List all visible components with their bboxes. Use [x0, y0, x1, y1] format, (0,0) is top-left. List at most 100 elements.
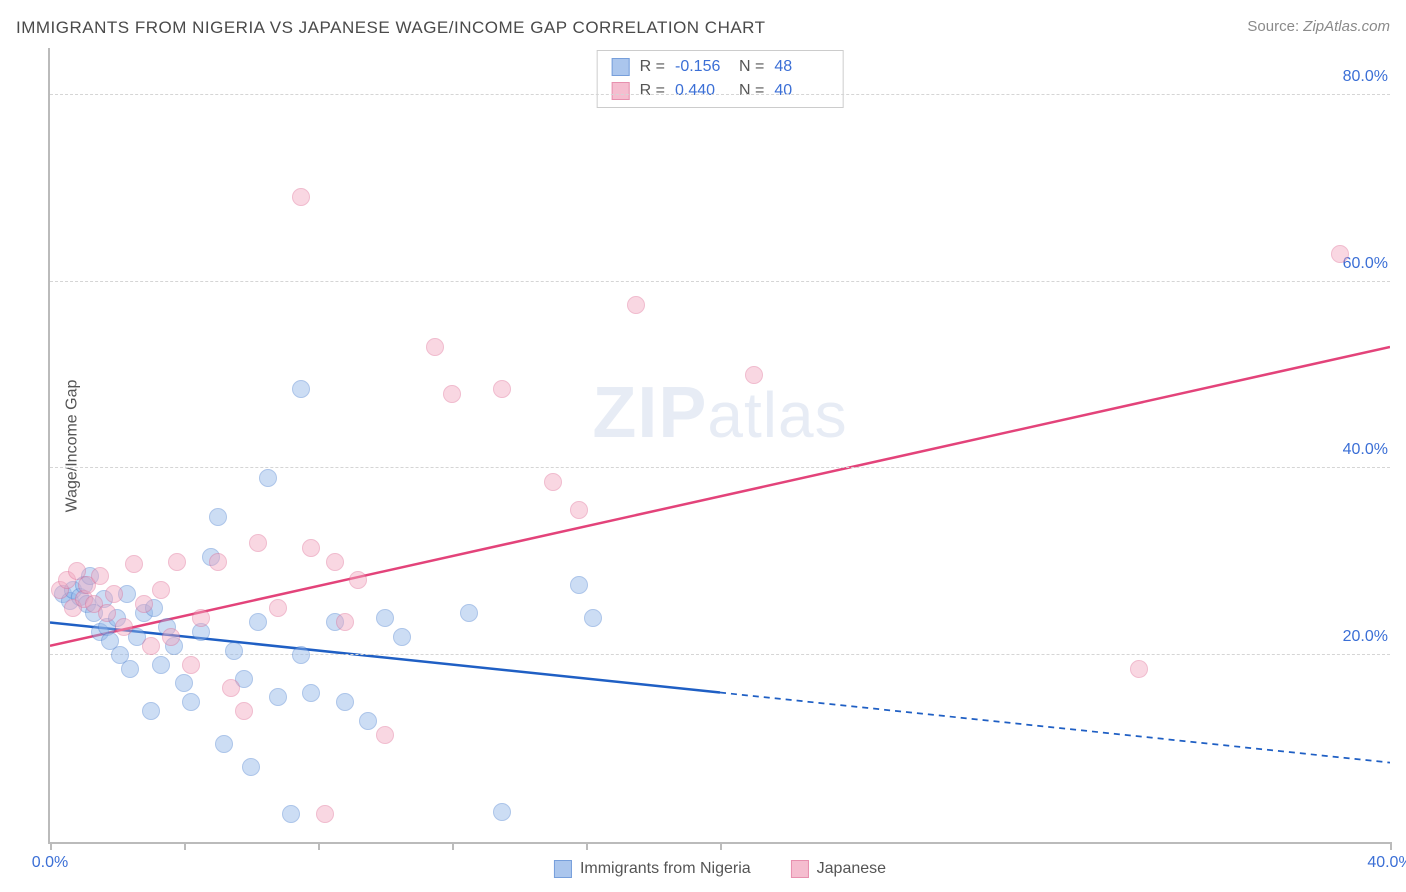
scatter-point-series-1: [376, 726, 394, 744]
x-tick: [452, 842, 454, 850]
scatter-point-series-1: [326, 553, 344, 571]
scatter-point-series-0: [376, 609, 394, 627]
scatter-point-series-0: [242, 758, 260, 776]
y-tick-label: 80.0%: [1339, 68, 1392, 86]
scatter-point-series-1: [182, 656, 200, 674]
scatter-point-series-1: [570, 501, 588, 519]
legend-swatch-series-0: [554, 860, 572, 878]
scatter-point-series-0: [359, 712, 377, 730]
x-tick: [318, 842, 320, 850]
legend-label-series-0: Immigrants from Nigeria: [580, 860, 751, 878]
scatter-point-series-1: [192, 609, 210, 627]
x-tick: [184, 842, 186, 850]
scatter-point-series-0: [209, 508, 227, 526]
scatter-point-series-1: [168, 553, 186, 571]
scatter-point-series-0: [493, 803, 511, 821]
watermark-bold: ZIP: [592, 373, 707, 453]
scatter-point-series-1: [443, 385, 461, 403]
scatter-point-series-1: [125, 555, 143, 573]
scatter-point-series-0: [249, 613, 267, 631]
scatter-point-series-0: [292, 380, 310, 398]
scatter-point-series-0: [175, 674, 193, 692]
r-value-series-1: 0.440: [675, 79, 729, 103]
scatter-point-series-1: [98, 604, 116, 622]
scatter-point-series-0: [182, 693, 200, 711]
gridline-horizontal: [50, 94, 1390, 95]
scatter-point-series-0: [460, 604, 478, 622]
scatter-point-series-1: [91, 567, 109, 585]
scatter-plot-area: ZIPatlas R = -0.156 N = 48 R = 0.440 N =…: [48, 48, 1390, 844]
x-tick: [1390, 842, 1392, 850]
y-tick-label: 20.0%: [1339, 628, 1392, 646]
source-attribution: Source: ZipAtlas.com: [1247, 18, 1390, 35]
correlation-legend: R = -0.156 N = 48 R = 0.440 N = 40: [597, 50, 844, 108]
y-tick-label: 40.0%: [1339, 441, 1392, 459]
scatter-point-series-1: [292, 188, 310, 206]
x-tick: [586, 842, 588, 850]
scatter-point-series-1: [493, 380, 511, 398]
n-label: N =: [739, 55, 764, 79]
x-tick-label: 40.0%: [1367, 854, 1406, 872]
source-label: Source:: [1247, 18, 1299, 35]
scatter-point-series-0: [215, 735, 233, 753]
scatter-point-series-0: [259, 469, 277, 487]
scatter-point-series-1: [302, 539, 320, 557]
scatter-point-series-0: [269, 688, 287, 706]
scatter-point-series-0: [570, 576, 588, 594]
scatter-point-series-1: [162, 628, 180, 646]
gridline-horizontal: [50, 467, 1390, 468]
trend-line-series-1: [50, 347, 1390, 646]
trend-line-dashed-series-0: [720, 693, 1390, 763]
legend-swatch-series-1: [791, 860, 809, 878]
legend-row-series-0: R = -0.156 N = 48: [612, 55, 829, 79]
chart-title: IMMIGRANTS FROM NIGERIA VS JAPANESE WAGE…: [16, 18, 766, 38]
scatter-point-series-1: [426, 338, 444, 356]
scatter-point-series-0: [142, 702, 160, 720]
x-tick: [50, 842, 52, 850]
scatter-point-series-1: [115, 618, 133, 636]
trend-line-series-0: [50, 622, 720, 692]
scatter-point-series-0: [292, 646, 310, 664]
n-label: N =: [739, 79, 764, 103]
scatter-point-series-1: [336, 613, 354, 631]
scatter-point-series-1: [235, 702, 253, 720]
gridline-horizontal: [50, 281, 1390, 282]
scatter-point-series-1: [1130, 660, 1148, 678]
scatter-point-series-0: [225, 642, 243, 660]
scatter-point-series-1: [135, 595, 153, 613]
r-label: R =: [640, 55, 665, 79]
scatter-point-series-1: [222, 679, 240, 697]
scatter-point-series-0: [282, 805, 300, 823]
scatter-point-series-0: [336, 693, 354, 711]
scatter-point-series-1: [142, 637, 160, 655]
x-tick: [720, 842, 722, 850]
scatter-point-series-1: [209, 553, 227, 571]
n-value-series-1: 40: [774, 79, 828, 103]
watermark: ZIPatlas: [592, 372, 847, 454]
scatter-point-series-0: [152, 656, 170, 674]
n-value-series-0: 48: [774, 55, 828, 79]
legend-label-series-1: Japanese: [817, 860, 886, 878]
scatter-point-series-1: [269, 599, 287, 617]
legend-row-series-1: R = 0.440 N = 40: [612, 79, 829, 103]
scatter-point-series-0: [584, 609, 602, 627]
scatter-point-series-1: [105, 585, 123, 603]
scatter-point-series-1: [627, 296, 645, 314]
trend-lines: [50, 48, 1390, 842]
scatter-point-series-1: [544, 473, 562, 491]
scatter-point-series-0: [393, 628, 411, 646]
scatter-point-series-1: [316, 805, 334, 823]
gridline-horizontal: [50, 654, 1390, 655]
scatter-point-series-0: [121, 660, 139, 678]
scatter-point-series-1: [249, 534, 267, 552]
legend-swatch-series-0: [612, 58, 630, 76]
source-site: ZipAtlas.com: [1303, 18, 1390, 35]
scatter-point-series-1: [745, 366, 763, 384]
legend-item-series-0: Immigrants from Nigeria: [554, 860, 751, 878]
x-tick-label: 0.0%: [32, 854, 68, 872]
r-label: R =: [640, 79, 665, 103]
legend-item-series-1: Japanese: [791, 860, 886, 878]
legend-swatch-series-1: [612, 82, 630, 100]
series-legend: Immigrants from Nigeria Japanese: [554, 860, 886, 878]
scatter-point-series-1: [349, 571, 367, 589]
